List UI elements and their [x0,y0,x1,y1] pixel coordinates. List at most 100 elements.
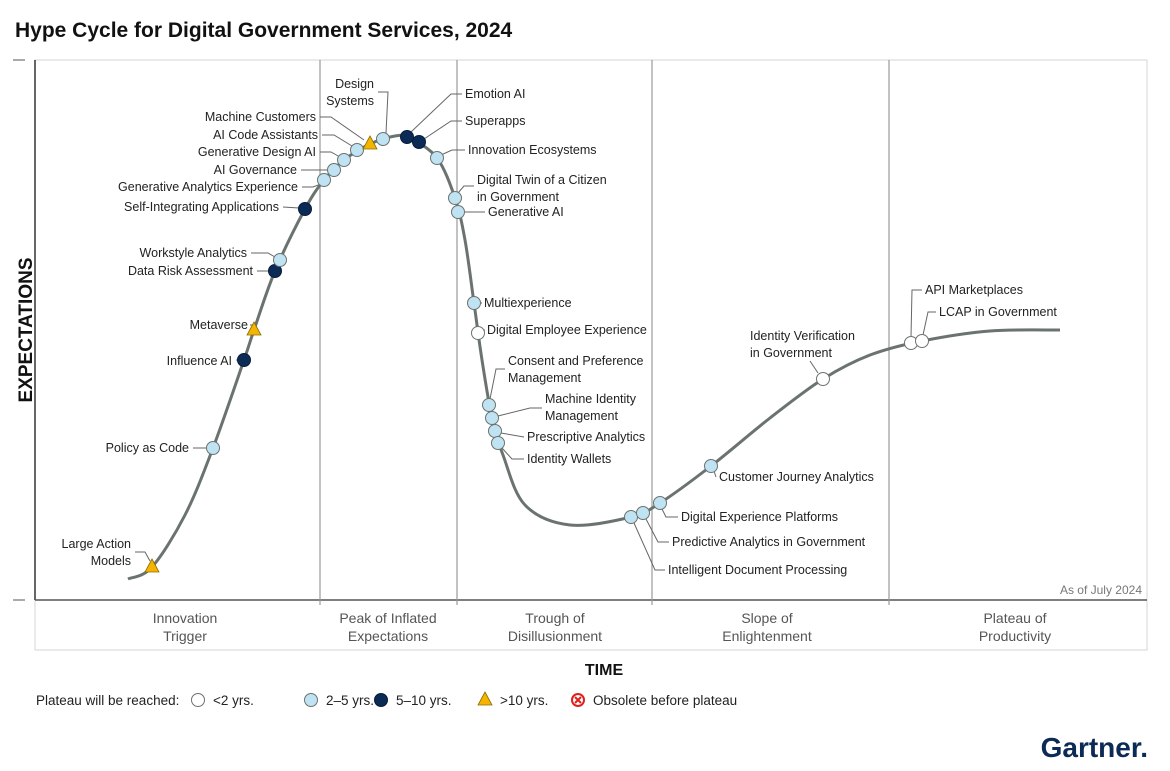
item-marker-5to10 [400,130,414,144]
item-label: Predictive Analytics in Government [672,535,866,549]
item-marker-2to5 [430,151,444,165]
item-label: Digital Employee Experience [487,323,647,337]
item-marker-5to10 [298,202,312,216]
leader-line [320,151,341,158]
item-marker-2to5 [206,441,220,455]
item-label: Generative Design AI [198,145,316,159]
item-label: Data Risk Assessment [128,264,254,278]
legend-marker-gt10 [477,691,493,706]
item-label: Multiexperience [484,296,572,310]
item-marker-2to5 [491,436,505,450]
legend-label: >10 yrs. [500,693,548,708]
item-marker-gt10 [246,321,262,336]
item-label: Digital Experience Platforms [681,510,838,524]
item-marker-2to5 [327,163,341,177]
item-label: Intelligent Document Processing [668,563,847,577]
item-marker-2to5 [376,132,390,146]
phase-label: Trough of [525,610,585,626]
y-axis-label: EXPECTATIONS [16,258,37,403]
phase-panel [34,599,1148,651]
legend-marker-obsolete [571,693,585,707]
item-marker-2to5 [488,424,502,438]
leader-line [910,289,922,338]
item-label: Self-Integrating Applications [124,200,279,214]
item-marker-lt2 [816,372,830,386]
item-label: AI Governance [214,163,297,177]
item-label: Large Action Models [62,537,132,568]
leader-line [922,311,936,336]
item-marker-gt10 [144,558,160,573]
leader-line [135,551,151,562]
phase-label: Enlightenment [722,628,812,644]
leader-line [633,522,665,571]
item-label: Workstyle Analytics [140,246,247,260]
leader-line [251,252,276,258]
item-label: Digital Twin of a Citizen in Government [477,173,607,204]
item-marker-2to5 [653,496,667,510]
phase-label: Disillusionment [508,628,602,644]
leader-line [661,508,678,518]
leader-line [501,447,524,460]
item-label: Consent and Preference Management [508,354,644,385]
item-label: Generative AI [488,205,564,219]
legend-marker-lt2 [191,693,205,707]
item-label: Customer Journey Analytics [719,470,874,484]
leader-line [457,185,474,194]
item-label: Generative Analytics Experience [118,180,298,194]
item-marker-5to10 [412,135,426,149]
item-marker-5to10 [237,353,251,367]
leader-line [497,407,542,417]
legend-label: 2–5 yrs. [326,693,374,708]
item-marker-2to5 [337,153,351,167]
item-label: Influence AI [167,354,232,368]
item-label: Emotion AI [465,87,525,101]
item-marker-2to5 [636,506,650,520]
phase-label: Expectations [348,628,428,644]
leader-line [302,183,322,188]
as-of-note: As of July 2024 [1060,583,1142,597]
item-label: Prescriptive Analytics [527,430,645,444]
leader-line [500,432,525,438]
item-label: Metaverse [190,318,248,332]
item-marker-2to5 [273,253,287,267]
legend-marker-2to5 [304,693,318,707]
item-marker-lt2 [471,326,485,340]
leader-line [809,360,819,374]
item-label: Identity Wallets [527,452,611,466]
phase-label: Innovation [153,610,218,626]
item-label: Machine Identity Management [545,392,637,423]
leader-line [282,206,300,209]
legend-label: <2 yrs. [213,693,254,708]
legend-title: Plateau will be reached: [36,693,179,708]
leader-line [423,120,462,140]
item-marker-2to5 [704,459,718,473]
item-marker-2to5 [451,205,465,219]
item-marker-gt10 [362,135,378,150]
item-label: Machine Customers [205,110,316,124]
item-label: API Marketplaces [925,283,1023,297]
x-axis-label: TIME [585,662,624,679]
phase-label: Peak of Inflated [339,610,436,626]
phase-label: Plateau of [983,610,1046,626]
item-label: Identity Verification in Government [750,329,855,360]
item-marker-2to5 [482,398,496,412]
gartner-logo: Gartner. [1041,732,1148,763]
phase-label: Productivity [979,628,1051,644]
chart-title: Hype Cycle for Digital Government Servic… [15,19,513,42]
item-marker-2to5 [448,191,462,205]
plot-area [34,59,1148,601]
leader-line [440,149,465,156]
item-marker-2to5 [317,173,331,187]
legend-label: 5–10 yrs. [396,693,452,708]
phase-label: Slope of [741,610,792,626]
item-label: AI Code Assistants [213,128,318,142]
phase-label: Trigger [163,628,207,644]
leader-line [645,518,669,543]
legend-marker-5to10 [374,693,388,707]
item-label: Innovation Ecosystems [468,143,597,157]
leader-line [410,93,462,133]
item-marker-2to5 [350,143,364,157]
item-marker-2to5 [624,510,638,524]
